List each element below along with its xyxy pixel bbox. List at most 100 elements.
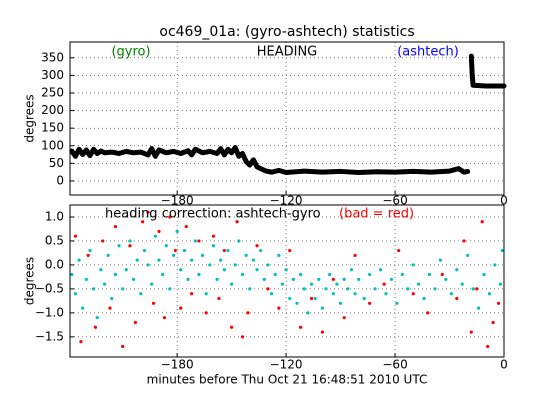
- data-point: [182, 248, 187, 253]
- data-point: [438, 258, 443, 262]
- x-tick-label: 0: [500, 358, 508, 372]
- plot-area: [70, 205, 504, 357]
- data-point: [280, 282, 285, 286]
- data-point: [277, 253, 281, 257]
- data-point: [124, 268, 128, 272]
- data-point: [179, 268, 183, 272]
- data-point: [422, 296, 426, 301]
- data-point: [440, 272, 444, 277]
- data-point: [378, 268, 383, 272]
- data-point: [269, 292, 274, 296]
- x-axis-label: minutes before Thu Oct 21 16:48:51 2010 …: [147, 373, 428, 387]
- data-point: [331, 277, 335, 281]
- data-point: [389, 277, 394, 281]
- y-tick-label: −0.5: [35, 281, 64, 295]
- data-point: [368, 301, 372, 305]
- data-point: [102, 282, 107, 286]
- data-point: [411, 292, 415, 296]
- data-point: [77, 258, 81, 262]
- data-point: [157, 229, 161, 233]
- data-point: [230, 325, 234, 329]
- data-point: [427, 272, 432, 277]
- data-point: [193, 239, 197, 243]
- data-point: [92, 287, 96, 291]
- data-point: [86, 253, 90, 257]
- data-point: [168, 287, 172, 291]
- data-point: [471, 287, 475, 291]
- data-point: [186, 277, 190, 281]
- data-point: [406, 287, 410, 291]
- axes-frame: [69, 204, 505, 358]
- data-point: [151, 301, 156, 305]
- x-tick-label: −120: [270, 194, 303, 208]
- data-point: [211, 234, 216, 238]
- x-tick-label: −120: [270, 358, 303, 372]
- y-tick-label: 1.0: [45, 209, 64, 223]
- data-point: [328, 272, 332, 277]
- data-point: [475, 287, 479, 291]
- data-point: [338, 301, 343, 305]
- data-point: [168, 215, 172, 219]
- data-point: [153, 234, 157, 238]
- data-point: [288, 248, 292, 253]
- x-tick-label: −180: [161, 194, 194, 208]
- data-point: [295, 301, 299, 305]
- data-point: [131, 277, 136, 281]
- data-point: [331, 292, 335, 296]
- y-tick-label: 350: [41, 50, 64, 64]
- data-point: [444, 277, 448, 281]
- data-point: [266, 287, 270, 291]
- data-point: [113, 272, 117, 277]
- data-point: [106, 253, 110, 257]
- y-tick-label: 300: [41, 68, 64, 82]
- data-point: [455, 296, 459, 301]
- data-point: [142, 248, 147, 253]
- data-point: [382, 282, 386, 286]
- y-tick-label: 50: [49, 156, 64, 170]
- x-tick-label: −180: [161, 358, 194, 372]
- data-point: [496, 301, 501, 305]
- data-point: [433, 287, 437, 291]
- data-point: [486, 344, 490, 349]
- data-point: [157, 258, 161, 262]
- data-point: [204, 311, 208, 315]
- annotation: HEADING: [257, 45, 318, 60]
- data-point: [81, 306, 85, 310]
- data-point: [288, 296, 292, 301]
- annotation: (bad = red): [339, 207, 414, 222]
- data-point: [164, 244, 168, 248]
- data-point: [462, 239, 466, 243]
- data-point: [230, 282, 234, 286]
- y-axis-label: degrees: [23, 94, 37, 142]
- data-point: [353, 292, 357, 296]
- annotation: (ashtech): [397, 45, 459, 60]
- data-point: [95, 316, 99, 320]
- data-point: [93, 325, 98, 329]
- y-tick-label: −1.0: [35, 305, 64, 319]
- data-point: [342, 316, 346, 320]
- annotation: (gyro): [111, 45, 150, 60]
- data-point: [173, 248, 177, 253]
- plot-area: [70, 42, 504, 195]
- data-point: [197, 239, 201, 243]
- data-point: [320, 330, 325, 334]
- data-point: [487, 292, 492, 296]
- data-point: [88, 248, 92, 253]
- y-tick-label: 150: [41, 121, 64, 135]
- data-point: [397, 248, 401, 253]
- data-point: [368, 272, 372, 277]
- y-tick-label: 100: [41, 138, 64, 152]
- data-point: [277, 306, 281, 310]
- data-point: [197, 272, 201, 277]
- data-point: [346, 287, 350, 291]
- y-tick-label: 0.5: [45, 233, 64, 247]
- data-point: [455, 268, 459, 272]
- data-point: [491, 320, 495, 325]
- chart-title: oc469_01a: (gyro-ashtech) statistics: [159, 24, 414, 40]
- data-point: [70, 272, 74, 277]
- data-point: [101, 239, 105, 243]
- data-point: [417, 282, 421, 286]
- data-point: [313, 296, 317, 301]
- data-point: [426, 311, 430, 315]
